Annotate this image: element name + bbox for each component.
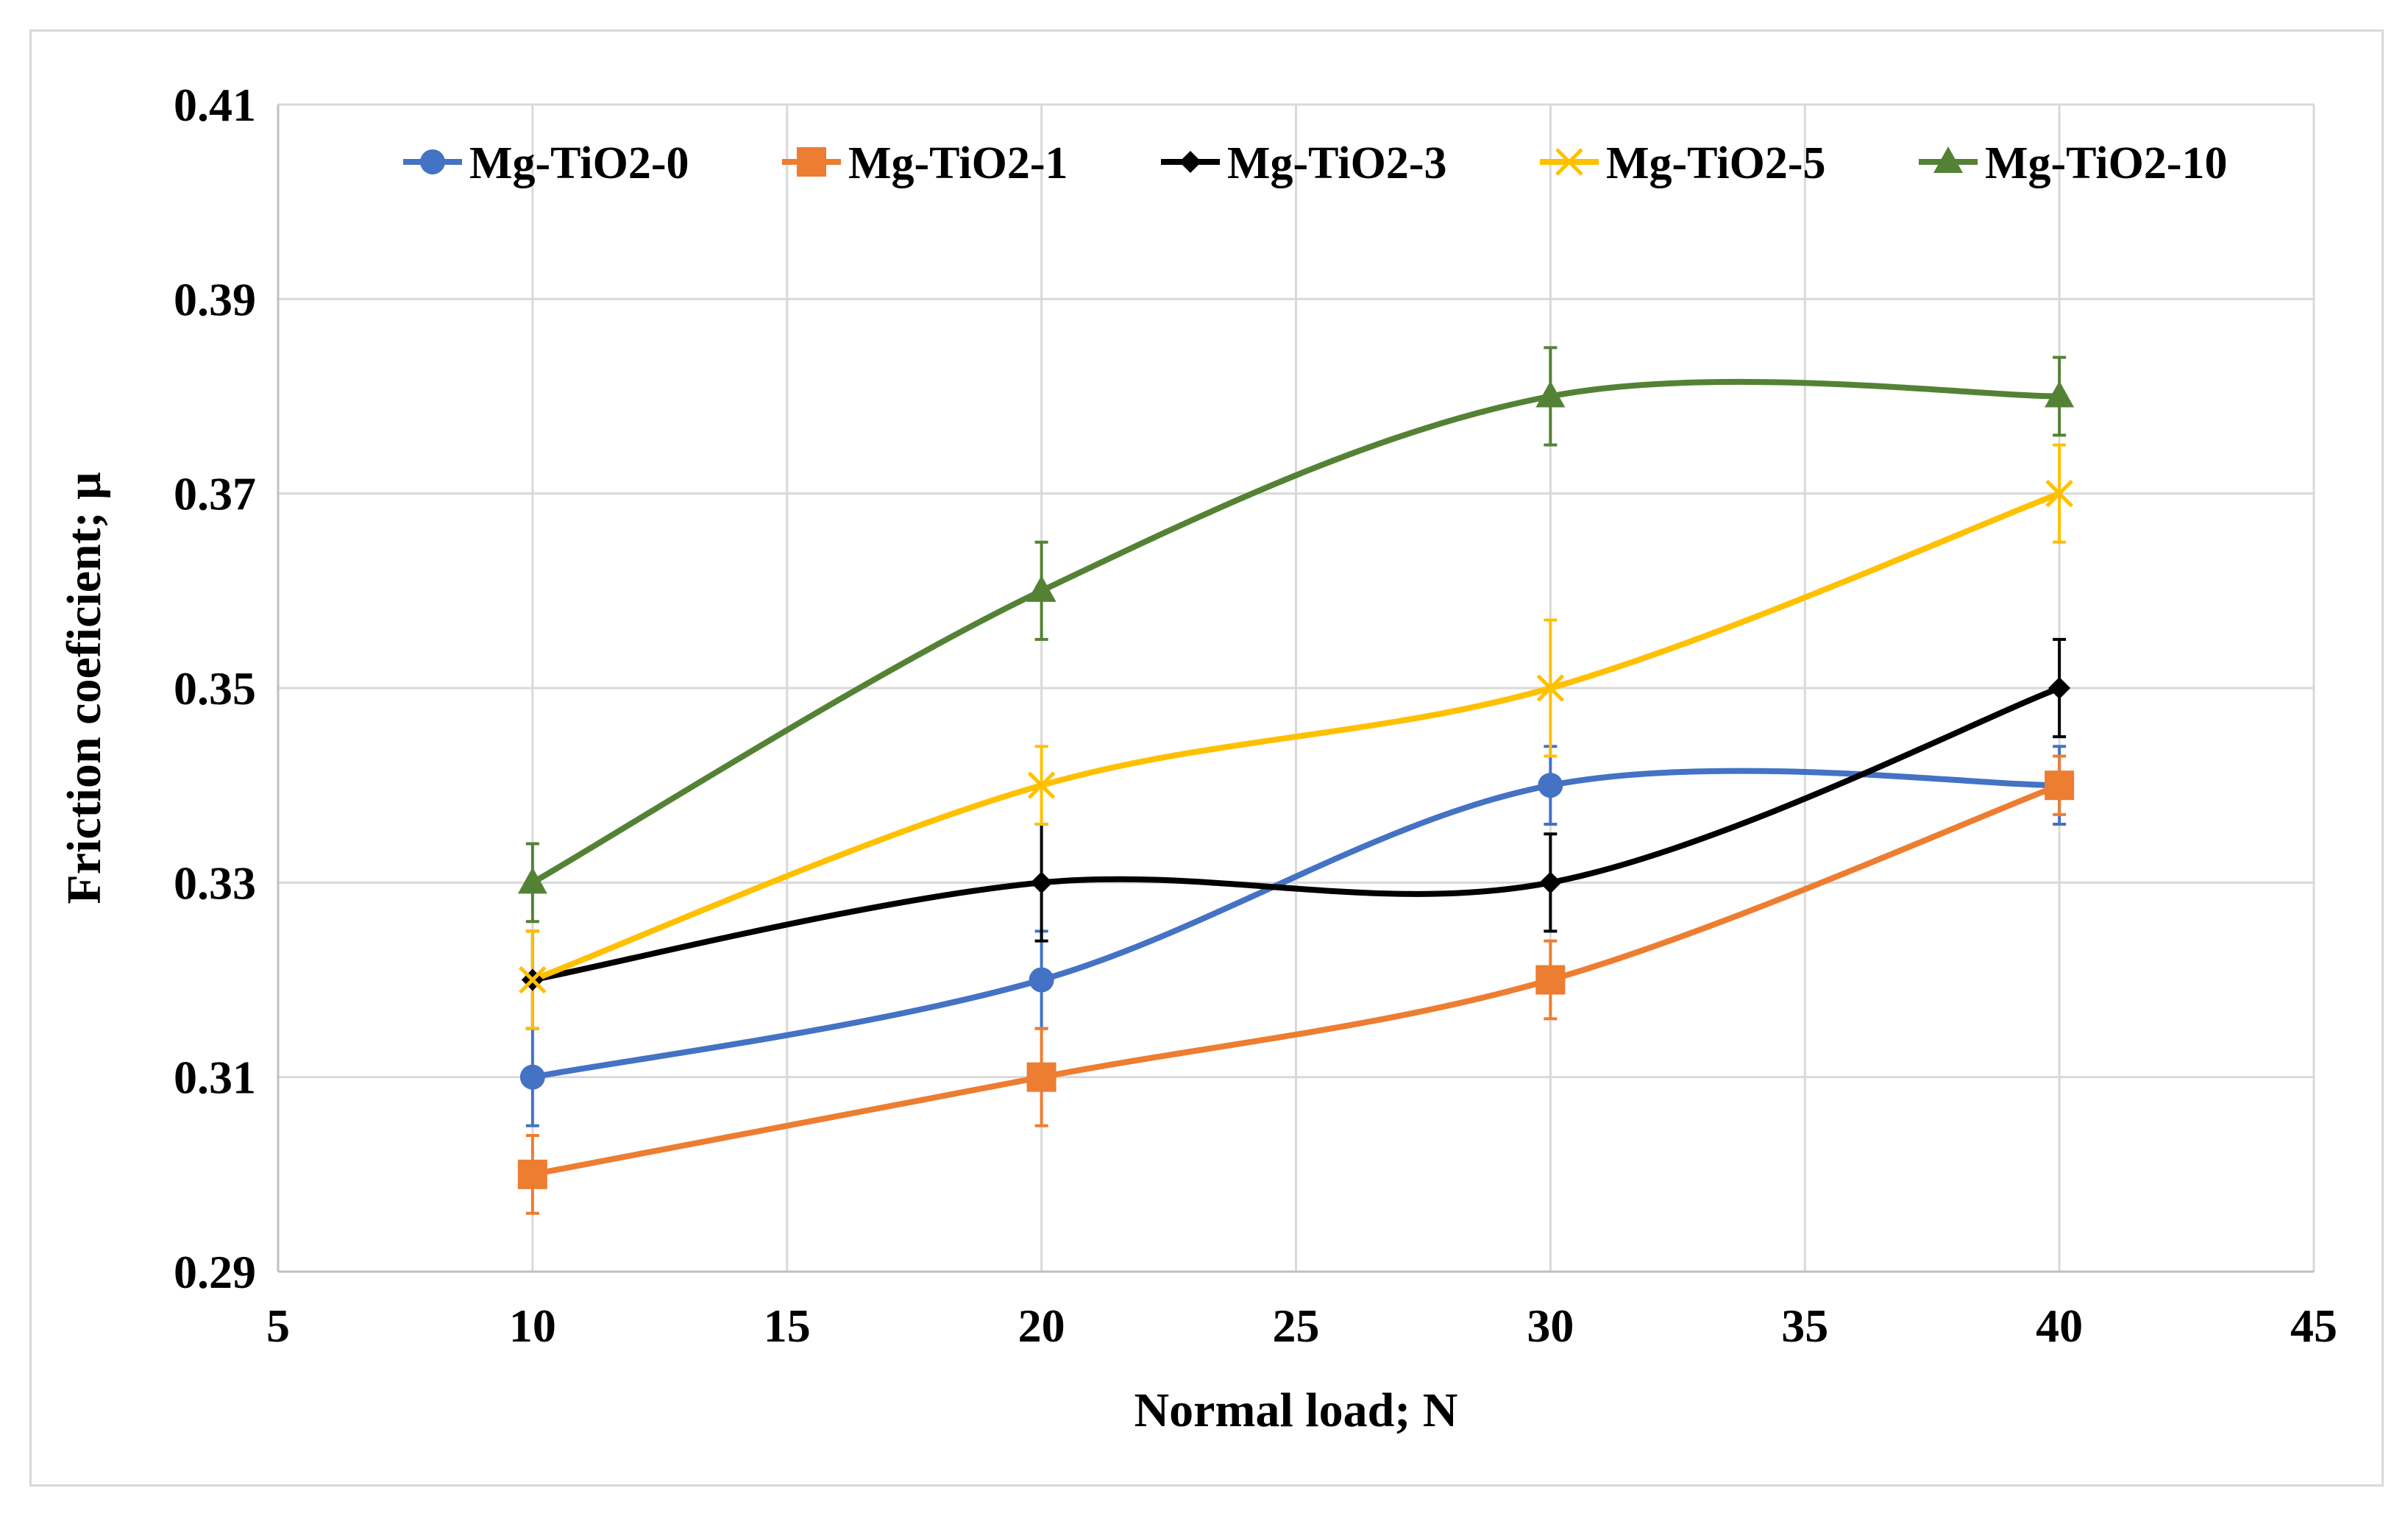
legend-item: Mg-TiO2-0 <box>403 138 689 188</box>
data-point <box>2045 479 2073 508</box>
data-point <box>1030 871 1053 894</box>
x-tick-label: 5 <box>266 1300 290 1352</box>
legend-label: Mg-TiO2-1 <box>848 138 1068 188</box>
legend-swatch-marker <box>1179 151 1201 173</box>
x-tick-label: 10 <box>509 1300 556 1352</box>
data-point <box>517 867 547 894</box>
legend-swatch-marker <box>797 147 826 177</box>
y-tick-label: 0.39 <box>174 273 256 325</box>
legend-label: Mg-TiO2-10 <box>1985 138 2228 188</box>
legend-label: Mg-TiO2-0 <box>469 138 689 188</box>
y-tick-label: 0.41 <box>174 79 256 131</box>
data-point <box>519 1064 545 1090</box>
series-line-mg-tio2-1 <box>529 782 2063 1177</box>
x-tick-label: 25 <box>1273 1300 1320 1352</box>
grid <box>278 103 2315 1272</box>
x-tick-label: 30 <box>1527 1300 1574 1352</box>
marker-stroke <box>1555 148 1583 176</box>
legend-item: Mg-TiO2-1 <box>782 138 1068 188</box>
x-tick-label: 40 <box>2036 1300 2083 1352</box>
y-tick-label: 0.33 <box>174 857 256 909</box>
data-point <box>2045 770 2075 801</box>
series-line-mg-tio2-5 <box>529 490 2063 983</box>
data-point <box>2045 380 2075 408</box>
x-tick-label: 20 <box>1018 1300 1065 1352</box>
data-point <box>519 966 547 994</box>
data-point <box>1539 871 1562 894</box>
legend-item: Mg-TiO2-10 <box>1919 138 2228 188</box>
data-point <box>1029 967 1054 993</box>
legend-swatch-marker <box>1555 148 1583 176</box>
y-tick-label: 0.35 <box>174 662 256 715</box>
y-axis-title: Friction coeficient; μ <box>57 472 111 904</box>
legend-label: Mg-TiO2-5 <box>1606 138 1826 188</box>
series-line-mg-tio2-3 <box>529 685 2063 983</box>
data-point <box>1027 771 1056 799</box>
x-axis-title: Normal load; N <box>1134 1383 1458 1437</box>
y-tick-label: 0.37 <box>174 468 256 520</box>
data-point <box>1026 1062 1056 1092</box>
series-line-mg-tio2-10 <box>529 378 2063 886</box>
y-tick-label: 0.31 <box>174 1052 256 1104</box>
legend: Mg-TiO2-0 Mg-TiO2-1 Mg-TiO2-3 Mg-TiO2-5 Mg-T… <box>403 138 2228 188</box>
tick-labels: 0.29 0.31 0.33 0.35 0.37 0.39 0.41 5 10 15 20 25 30 3… <box>174 79 2337 1352</box>
legend-label: Mg-TiO2-3 <box>1227 138 1447 188</box>
series-line-mg-tio2-0 <box>529 768 2063 1080</box>
axes <box>277 104 2314 1273</box>
marker-stroke <box>1027 771 1056 799</box>
y-tick-label: 0.29 <box>174 1246 256 1298</box>
data-point <box>1026 575 1056 602</box>
data-point <box>2048 677 2071 699</box>
marker-stroke <box>519 966 547 994</box>
legend-item: Mg-TiO2-5 <box>1540 138 1826 188</box>
data-point <box>1536 674 1565 702</box>
chart-frame <box>29 29 2384 1487</box>
x-tick-label: 45 <box>2290 1300 2337 1352</box>
legend-item: Mg-TiO2-3 <box>1161 138 1447 188</box>
marker-stroke <box>1536 674 1565 702</box>
marker-stroke <box>2045 479 2073 508</box>
x-tick-label: 35 <box>1781 1300 1828 1352</box>
data-point <box>517 1159 547 1189</box>
series-lines <box>529 378 2063 1177</box>
legend-swatch-marker <box>420 149 445 174</box>
data-point <box>1535 965 1566 995</box>
legend-swatch-marker <box>1933 146 1963 173</box>
data-point <box>1535 380 1566 408</box>
series-markers <box>517 380 2075 1189</box>
x-tick-label: 15 <box>764 1300 811 1352</box>
data-point <box>1538 773 1563 798</box>
